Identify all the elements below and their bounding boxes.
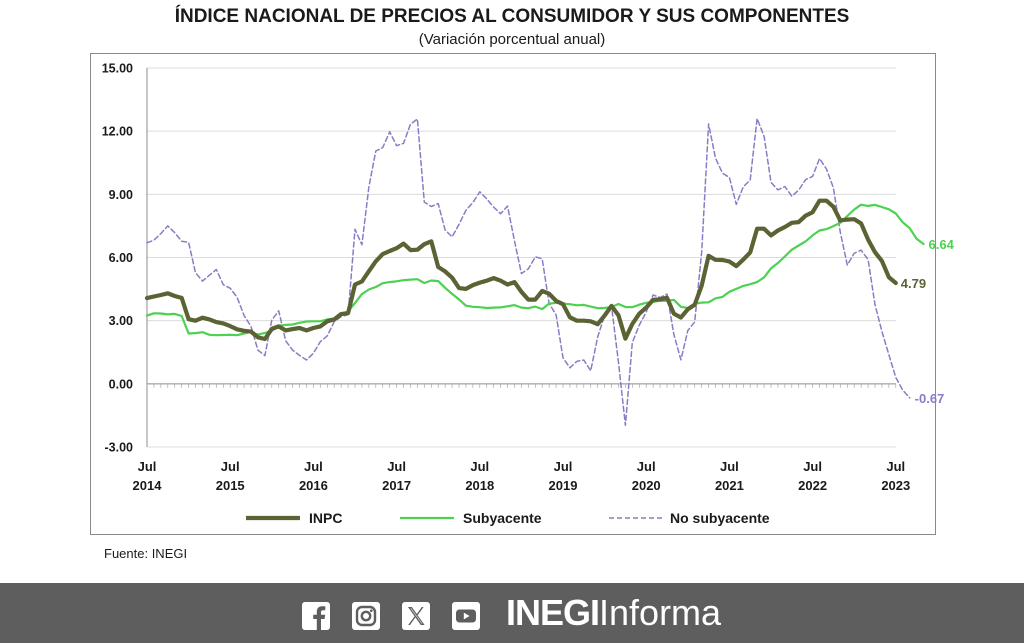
series-line-subyacente [145, 203, 925, 337]
x-tick-month: Jul [387, 459, 406, 474]
series-line-inpc [144, 198, 898, 342]
footer-bar: INEGIInforma [0, 583, 1024, 643]
source-note: Fuente: INEGI [104, 546, 188, 561]
end-label-inpc: 4.79 [901, 276, 926, 291]
x-tick-year: 2021 [715, 478, 744, 493]
x-tick-month: Jul [637, 459, 656, 474]
legend-label: Subyacente [463, 510, 542, 526]
chart-subtitle: (Variación porcentual anual) [418, 31, 606, 48]
x-tick-year: 2015 [216, 478, 245, 493]
x-tick-month: Jul [138, 459, 157, 474]
x-tick-year: 2016 [299, 478, 328, 493]
x-tick-year: 2023 [881, 478, 910, 493]
line-chart: 15.00 12.00 9.00 6.00 3.00 0.00 -3.00 Jul 2014 Ju… [102, 62, 955, 527]
x-tick-month: Jul [554, 459, 573, 474]
x-tick-month: Jul [304, 459, 323, 474]
chart-title: ÍNDICE NACIONAL DE PRECIOS AL CONSUMIDOR… [174, 6, 850, 27]
y-tick-label: 6.00 [109, 251, 133, 265]
x-tick-month: Jul [470, 459, 489, 474]
youtube-icon[interactable] [452, 602, 480, 630]
y-tick-label: 15.00 [102, 62, 133, 76]
x-tick-year: 2022 [798, 478, 827, 493]
y-tick-label: 0.00 [109, 377, 133, 391]
x-tick-year: 2014 [133, 478, 163, 493]
x-tick-month: Jul [221, 459, 240, 474]
facebook-icon[interactable] [302, 602, 330, 630]
x-icon[interactable] [402, 602, 430, 630]
y-tick-label: 12.00 [102, 125, 133, 139]
end-label-no-subyacente: -0.67 [915, 391, 945, 406]
x-tick-year: 2017 [382, 478, 411, 493]
series-line-no-subyacente [146, 117, 911, 427]
legend-label: No subyacente [670, 510, 770, 526]
y-tick-label: -3.00 [105, 441, 134, 455]
legend-label: INPC [309, 510, 342, 526]
y-tick-label: 9.00 [109, 188, 133, 202]
x-tick-year: 2018 [465, 478, 494, 493]
x-tick-month: Jul [803, 459, 822, 474]
x-tick-year: 2019 [549, 478, 578, 493]
instagram-icon[interactable] [352, 602, 380, 630]
end-label-subyacente: 6.64 [929, 237, 955, 252]
x-tick-year: 2020 [632, 478, 661, 493]
chart-frame [90, 53, 936, 535]
inegi-informa-logo: INEGIInforma [506, 592, 722, 633]
x-tick-month: Jul [720, 459, 739, 474]
x-tick-month: Jul [886, 459, 905, 474]
y-tick-label: 3.00 [109, 314, 133, 328]
